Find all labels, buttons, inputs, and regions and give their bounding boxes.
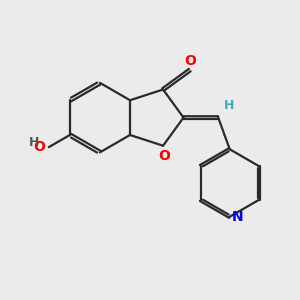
Text: H: H <box>29 136 39 149</box>
Text: O: O <box>184 54 196 68</box>
Text: N: N <box>232 210 244 224</box>
Text: H: H <box>224 99 234 112</box>
Text: O: O <box>159 149 170 163</box>
Text: O: O <box>33 140 45 154</box>
